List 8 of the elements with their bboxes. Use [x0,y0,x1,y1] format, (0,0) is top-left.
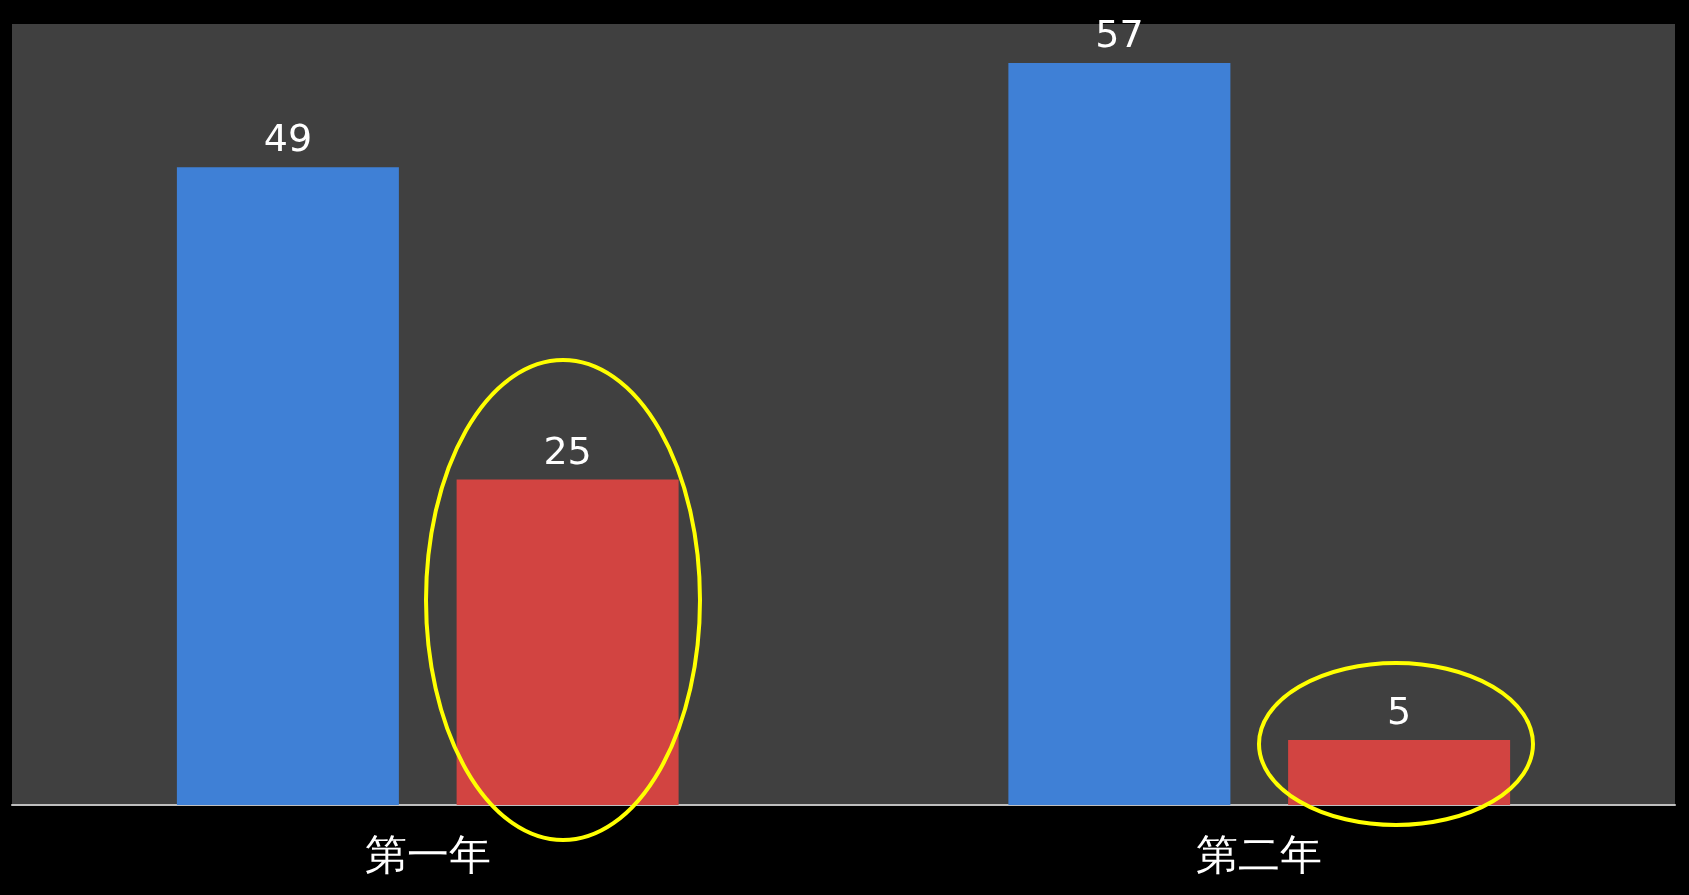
data-label: 57 [1095,12,1144,57]
x-tick-label: 第一年 [364,829,491,879]
data-label: 5 [1387,688,1412,733]
bar [176,167,399,805]
data-label: 49 [263,116,313,161]
bar [1008,63,1231,805]
data-label: 25 [543,428,592,473]
x-tick-label: 第二年 [1196,829,1323,879]
